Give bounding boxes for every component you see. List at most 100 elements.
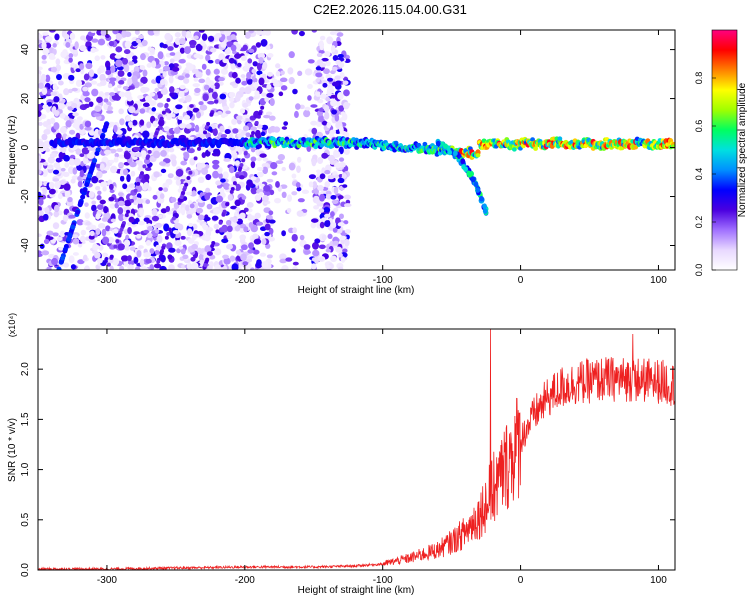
- spectrogram-frame: [37, 29, 676, 271]
- heatmap-cell: [140, 76, 148, 84]
- heatmap-cell: [159, 116, 164, 121]
- heatmap-cell: [270, 161, 278, 170]
- heatmap-cell: [155, 244, 162, 251]
- heatmap-cell: [323, 207, 331, 213]
- heatmap-cell: [156, 235, 163, 244]
- heatmap-cell: [126, 174, 131, 183]
- heatmap-cell: [325, 96, 331, 102]
- heatmap-cell: [38, 198, 44, 206]
- heatmap-cell: [250, 156, 257, 162]
- y-tick-label: 1.0: [20, 462, 31, 476]
- heatmap-cell: [256, 166, 264, 171]
- heatmap-cell: [139, 64, 146, 71]
- heatmap-cell: [291, 248, 296, 253]
- heatmap-cell: [251, 130, 256, 135]
- y-tick-label: -40: [20, 238, 31, 253]
- heatmap-cell: [38, 155, 42, 163]
- heatmap-cell: [42, 47, 50, 55]
- heatmap-cell: [138, 160, 144, 169]
- heatmap-cell: [315, 72, 323, 78]
- heatmap-cell: [167, 46, 174, 51]
- heatmap-cell: [256, 259, 262, 267]
- heatmap-cell: [48, 181, 55, 189]
- heatmap-cell: [197, 146, 202, 151]
- heatmap-cell: [197, 176, 205, 184]
- heatmap-cell: [60, 51, 67, 59]
- heatmap-cell: [227, 194, 234, 201]
- heatmap-cell: [292, 227, 297, 234]
- heatmap-cell: [304, 68, 313, 76]
- heatmap-cell: [42, 121, 48, 128]
- heatmap-cell: [46, 266, 52, 270]
- heatmap-cell: [143, 158, 151, 165]
- heatmap-cell: [180, 207, 186, 216]
- heatmap-cell: [55, 58, 61, 66]
- heatmap-cell: [127, 77, 133, 86]
- heatmap-cell: [108, 183, 114, 190]
- heatmap-cell: [248, 48, 255, 54]
- heatmap-cell: [45, 36, 53, 42]
- snr-line: [38, 329, 675, 570]
- heatmap-cell: [104, 91, 111, 96]
- heatmap-cell: [110, 65, 116, 73]
- heatmap-cell: [221, 224, 229, 233]
- heatmap-cell: [242, 164, 248, 170]
- heatmap-cell: [246, 182, 254, 188]
- heatmap-cell: [242, 261, 249, 266]
- heatmap-cell: [48, 53, 55, 58]
- heatmap-cell: [206, 251, 213, 256]
- heatmap-cell: [49, 117, 56, 124]
- heatmap-cell: [77, 259, 85, 265]
- heatmap-cell: [191, 262, 199, 270]
- heatmap-cell: [168, 264, 175, 270]
- heatmap-cell: [163, 223, 170, 232]
- heatmap-cell: [249, 215, 256, 221]
- heatmap-cell: [311, 159, 317, 167]
- heatmap-cell: [175, 178, 181, 186]
- figure-title: C2E2.2026.115.04.00.G31: [313, 2, 467, 17]
- heatmap-cell: [422, 141, 428, 147]
- heatmap-cell: [188, 170, 193, 175]
- heatmap-cell: [303, 244, 311, 250]
- heatmap-cell: [475, 187, 481, 193]
- heatmap-cell: [269, 189, 275, 196]
- heatmap-cell: [307, 95, 312, 101]
- heatmap-cell: [215, 195, 224, 203]
- heatmap-cell: [142, 164, 147, 169]
- heatmap-cell: [246, 202, 254, 208]
- heatmap-cell: [256, 157, 262, 162]
- heatmap-cell: [214, 82, 220, 90]
- heatmap-cell: [178, 58, 186, 64]
- heatmap-cell: [44, 206, 50, 214]
- heatmap-cell: [219, 188, 225, 195]
- heatmap-cell: [220, 41, 227, 48]
- heatmap-cell: [136, 250, 142, 258]
- heatmap-cell: [112, 30, 119, 35]
- heatmap-cell: [203, 84, 210, 91]
- heatmap-cell: [256, 62, 262, 71]
- heatmap-cell: [271, 171, 278, 176]
- heatmap-cell: [163, 61, 169, 66]
- heatmap-cell: [79, 63, 85, 70]
- heatmap-cell: [214, 264, 222, 270]
- heatmap-cell: [160, 249, 165, 254]
- heatmap-cell: [63, 88, 70, 96]
- colorbar: 0.0 0.2 0.4 0.6 0.8 Normalized spectral ampl…: [694, 29, 748, 276]
- heatmap-cell: [152, 150, 161, 159]
- x-tick-label: 100: [650, 275, 667, 286]
- heatmap-cell: [164, 104, 169, 109]
- heatmap-cell: [127, 264, 134, 270]
- heatmap-cell: [46, 230, 54, 236]
- heatmap-cell: [38, 110, 42, 117]
- heatmap-cell: [42, 213, 49, 221]
- heatmap-cell: [69, 129, 76, 135]
- heatmap-cell: [226, 243, 234, 250]
- heatmap-cell: [48, 188, 56, 195]
- heatmap-cell: [203, 263, 208, 268]
- heatmap-cell: [193, 156, 198, 161]
- heatmap-cell: [108, 40, 115, 47]
- heatmap-cell: [317, 99, 324, 104]
- heatmap-cell: [62, 246, 68, 252]
- snr-y-label: SNR (10 * v/v): [7, 418, 18, 482]
- y-tick-label: 1.5: [20, 412, 31, 426]
